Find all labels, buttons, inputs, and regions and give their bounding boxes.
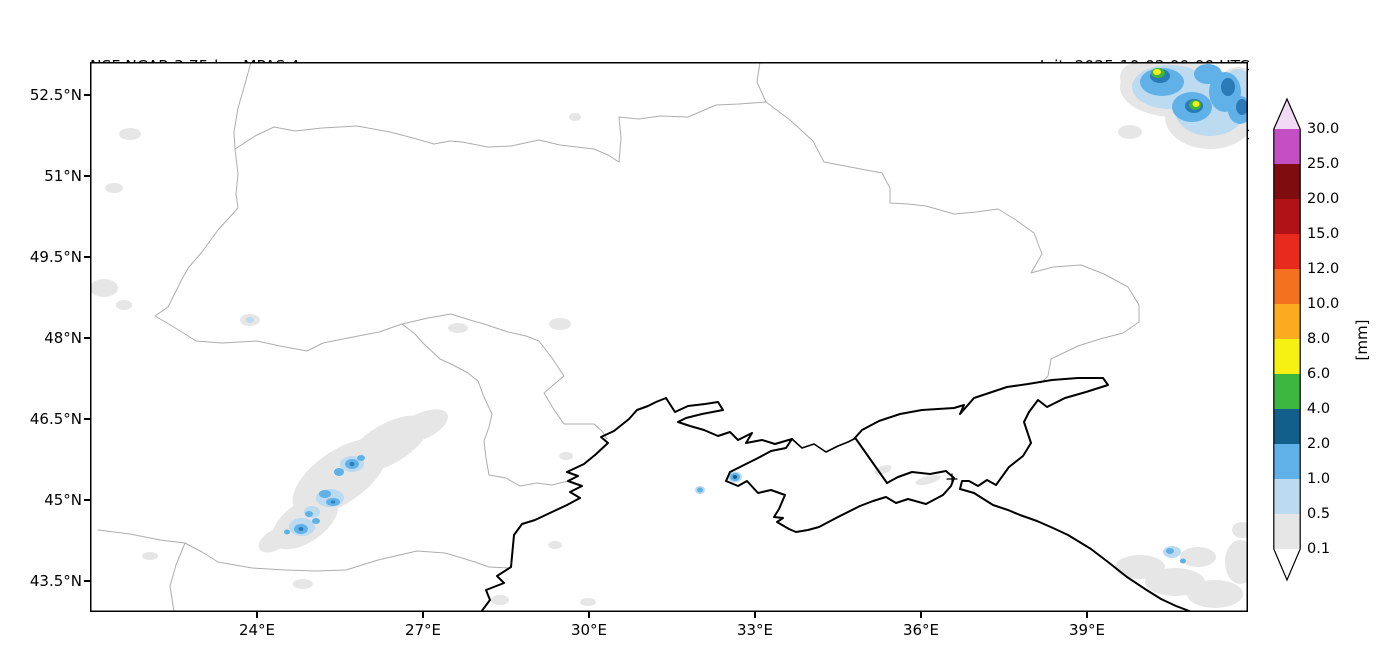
colorbar-tick-label: 2.0 [1307,436,1331,452]
plot-frame [90,62,1248,612]
colorbar-segment [1273,514,1301,549]
colorbar-tick-label: 12.0 [1307,261,1340,277]
colorbar-segment [1273,129,1301,164]
colorbar-tick-label: 25.0 [1307,156,1340,172]
x-tick-mark [256,612,258,618]
colorbar-tick-label: 8.0 [1307,331,1331,347]
x-tick-label: 36°E [902,621,940,639]
precip-layer-teal [732,475,738,479]
colorbar-segment [1273,479,1301,514]
x-tick-mark [422,612,424,618]
colorbar-over-arrow [1273,99,1301,129]
y-tick-mark [84,94,90,96]
colorbar-tick-label: 10.0 [1307,296,1340,312]
colorbar-segment [1273,164,1301,199]
colorbar-segment [1273,409,1301,444]
y-tick-label: 43.5°N [29,572,82,590]
colorbar-segment [1273,444,1301,479]
plot-area [90,62,1248,612]
precip-layer-gray [90,62,1248,608]
precip-layer-yellow [1153,69,1200,107]
syvash-shore [791,438,855,453]
colorbar-segment [1273,374,1301,409]
colorbar-segment [1273,199,1301,234]
colorbar-segment [1273,304,1301,339]
colorbar-segment [1273,234,1301,269]
colorbar-tick-label: 20.0 [1307,191,1340,207]
precip-layer-pale-blue [246,65,1248,558]
y-tick-label: 48°N [44,329,82,347]
colorbar-tick-label: 6.0 [1307,366,1331,382]
x-tick-label: 30°E [570,621,608,639]
y-tick-mark [84,418,90,420]
y-tick-mark [84,175,90,177]
y-tick-label: 51°N [44,167,82,185]
colorbar [1273,97,1301,582]
colorbar-unit-label: [mm] [1353,319,1371,361]
x-tick-mark [920,612,922,618]
colorbar-tick-label: 1.0 [1307,471,1331,487]
x-tick-mark [588,612,590,618]
map-svg [90,62,1248,612]
colorbar-tick-label: 0.1 [1307,541,1331,557]
x-tick-label: 24°E [238,621,276,639]
y-tick-mark [84,499,90,501]
colorbar-tick-label: 0.5 [1307,506,1331,522]
y-tick-label: 49.5°N [29,248,82,266]
x-tick-label: 33°E [736,621,774,639]
colorbar-tick-label: 4.0 [1307,401,1331,417]
y-tick-mark [84,580,90,582]
x-tick-label: 27°E [404,621,442,639]
x-tick-label: 39°E [1068,621,1106,639]
x-tick-mark [754,612,756,618]
coastline [480,377,1193,612]
colorbar-segment [1273,269,1301,304]
y-tick-label: 45°N [44,491,82,509]
colorbar-under-arrow [1273,549,1301,580]
colorbar-outline [1273,97,1301,582]
y-tick-mark [84,256,90,258]
y-tick-label: 46.5°N [29,410,82,428]
y-tick-label: 52.5°N [29,86,82,104]
cross-marker [946,473,958,485]
colorbar-segment [1273,339,1301,374]
precip-layer-dark-blue [298,69,1248,531]
country-borders [97,62,1140,612]
y-tick-mark [84,337,90,339]
precip-layer-blue [284,64,1248,564]
x-tick-mark [1086,612,1088,618]
colorbar-tick-label: 30.0 [1307,121,1340,137]
colorbar-tick-label: 15.0 [1307,226,1340,242]
arabat-spit [855,438,888,484]
